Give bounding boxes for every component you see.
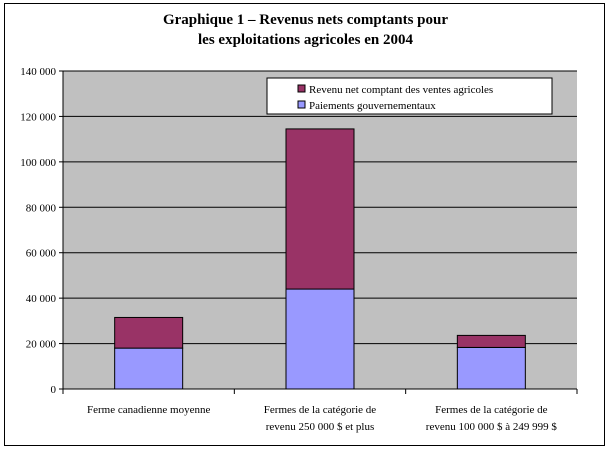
y-tick-label: 120 000	[20, 111, 56, 123]
x-category-label: revenu 250 000 $ et plus	[266, 421, 374, 433]
x-category-label: revenu 100 000 $ à 249 999 $	[426, 421, 558, 433]
y-tick-label: 100 000	[20, 157, 56, 169]
x-category-label: Fermes de la catégorie de	[435, 404, 548, 416]
bar-segment	[114, 316, 184, 349]
y-tick-label: 0	[51, 384, 57, 396]
y-tick-label: 20 000	[26, 339, 57, 351]
x-category-label: Fermes de la catégorie de	[264, 404, 377, 416]
bar-segment	[456, 334, 526, 348]
legend: Revenu net comptant des ventes agricoles…	[266, 77, 553, 115]
chart-title-line-1: Graphique 1 – Revenus nets comptants pou…	[162, 12, 449, 28]
bar-segment	[114, 347, 184, 390]
bars	[114, 128, 526, 390]
legend-label: Revenu net comptant des ventes agricoles	[309, 84, 493, 96]
y-tick-label: 60 000	[26, 248, 57, 260]
bar-segment	[456, 346, 526, 390]
bar-segment	[285, 288, 355, 390]
y-tick-label: 40 000	[26, 293, 57, 305]
legend-box	[266, 77, 553, 115]
y-tick-label: 80 000	[26, 202, 57, 214]
legend-swatch	[297, 100, 306, 109]
y-tick-labels: 0 20 000 40 000 60 000 80 000 100 000 120 000 1…	[20, 66, 56, 396]
chart-title-line-2: les exploitations agricoles en 2004	[198, 32, 413, 48]
axes	[59, 70, 578, 394]
legend-swatch	[297, 84, 306, 93]
x-category-label: Ferme canadienne moyenne	[87, 404, 211, 416]
legend-label: Paiements gouvernementaux	[309, 100, 436, 112]
y-tick-label: 140 000	[20, 66, 56, 78]
chart-title: Graphique 1 – Revenus nets comptants pou…	[0, 10, 611, 50]
x-category-labels: Ferme canadienne moyenne Fermes de la cat…	[87, 404, 557, 433]
bar-segment	[285, 128, 355, 290]
